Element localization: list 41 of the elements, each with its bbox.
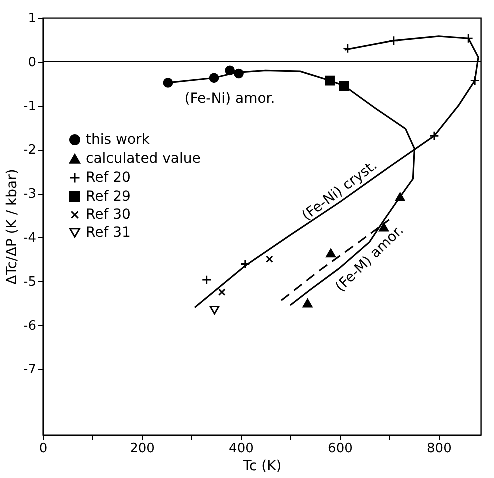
point [470,76,480,86]
y-tick-label: -5 [24,274,36,290]
point [240,259,250,270]
x-tick-label: 0 [39,442,48,456]
x-axis-title: Tc (K) [242,458,282,474]
legend-label: Ref 31 [86,225,131,241]
y-tick-label: -7 [24,362,36,378]
point [388,36,399,46]
y-tick-label: 0 [28,55,36,70]
point [339,81,350,91]
x-tick-label: 200 [130,442,155,456]
point [464,34,474,44]
annotation: (Fe-Ni) amor. [184,91,276,107]
y-tick-label: 1 [28,12,36,26]
x-tick-label: 600 [328,442,353,456]
point [326,248,336,258]
legend-label: Ref 29 [86,189,131,205]
y-tick-label: -3 [24,187,36,202]
x-tick-label: 800 [427,442,452,456]
point [202,275,212,285]
legend-label: Ref 30 [86,207,131,223]
point [325,76,335,86]
y-tick-label: -4 [24,230,36,246]
point [209,73,220,84]
point [218,288,226,296]
y-axis-title: ΔTc/ΔP (K / kbar) [4,169,21,285]
point [395,192,406,202]
point [234,68,244,79]
y-tick-label: -1 [24,99,36,114]
legend-label: this work [86,132,151,148]
y-tick-label: -6 [24,318,36,334]
y-tick-label: -2 [24,143,36,158]
point [210,306,220,315]
point [225,66,236,76]
x-tick-label: 400 [229,442,254,456]
point [163,78,174,88]
legend-label: calculated value [86,151,201,167]
legend-label: Ref 20 [86,170,131,186]
point [302,298,313,308]
point [430,131,440,142]
point [266,256,274,264]
